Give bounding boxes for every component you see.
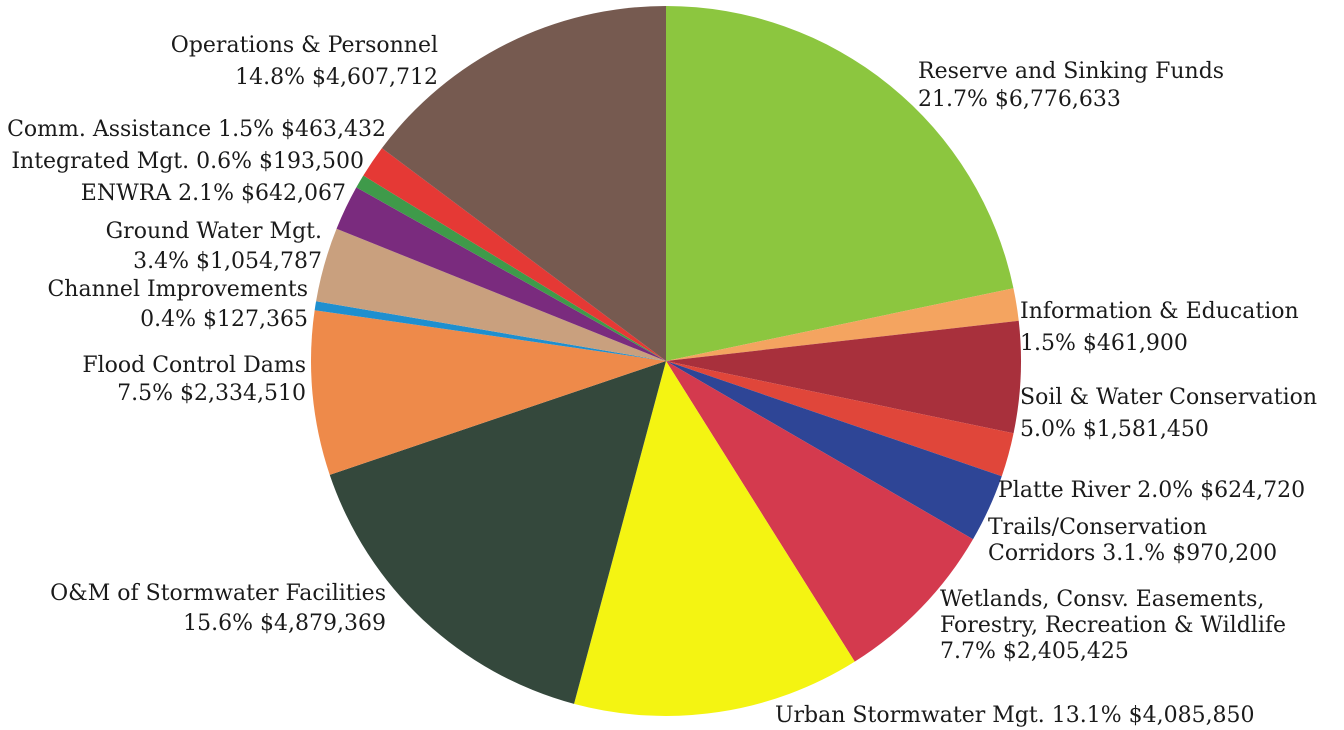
- label-reserve-line1: Reserve and Sinking Funds: [918, 59, 1224, 84]
- label-ground-line2: 3.4% $1,054,787: [133, 249, 322, 274]
- pie-slice-wetlands-consv-easements-forestry-recreation-wildlife: [666, 361, 974, 662]
- label-ops-line2: 14.8% $4,607,712: [235, 65, 438, 90]
- label-flood-line2: 7.5% $2,334,510: [117, 381, 306, 406]
- label-wetlands-line3: 7.7% $2,405,425: [940, 639, 1129, 664]
- pie-slice-integrated-mgt: [356, 175, 666, 361]
- pie-slices: [310, 6, 1022, 717]
- pie-slice-comm-assistance: [363, 148, 666, 361]
- pie-labels: Reserve and Sinking Funds 21.7% $6,776,6…: [7, 33, 1317, 728]
- label-comm: Comm. Assistance 1.5% $463,432: [7, 117, 386, 142]
- pie-slice-flood-control-dams: [310, 310, 666, 475]
- label-wetlands-line2: Forestry, Recreation & Wildlife: [940, 613, 1286, 638]
- pie-slice-information-education: [666, 288, 1019, 361]
- label-platte: Platte River 2.0% $624,720: [998, 478, 1305, 503]
- label-wetlands-line1: Wetlands, Consv. Easements,: [940, 587, 1264, 612]
- label-integrated: Integrated Mgt. 0.6% $193,500: [11, 149, 364, 174]
- pie-slice-channel-improvements: [314, 301, 666, 361]
- pie-slice-operations-personnel: [381, 6, 666, 361]
- label-urban: Urban Stormwater Mgt. 13.1% $4,085,850: [775, 703, 1255, 728]
- label-info-line1: Information & Education: [1020, 299, 1299, 324]
- label-flood-line1: Flood Control Dams: [82, 353, 306, 378]
- pie-slice-o-m-of-stormwater-facilities: [329, 361, 666, 704]
- pie-slice-trails-conservation-corridors: [666, 361, 1002, 540]
- label-enwra: ENWRA 2.1% $642,067: [81, 181, 346, 206]
- label-channel-line1: Channel Improvements: [47, 277, 308, 302]
- label-om-line1: O&M of Stormwater Facilities: [50, 581, 386, 606]
- pie-slice-soil-water-conservation: [666, 320, 1022, 434]
- label-soil-line1: Soil & Water Conservation: [1020, 385, 1317, 410]
- pie-slice-enwra: [336, 187, 666, 361]
- label-reserve-line2: 21.7% $6,776,633: [918, 87, 1121, 112]
- label-om-line2: 15.6% $4,879,369: [183, 611, 386, 636]
- label-info-line2: 1.5% $461,900: [1020, 331, 1188, 356]
- pie-slice-reserve-and-sinking-funds: [666, 6, 1014, 361]
- label-trails-line1: Trails/Conservation: [988, 515, 1207, 540]
- label-trails-line2: Corridors 3.1.% $970,200: [988, 541, 1277, 566]
- label-soil-line2: 5.0% $1,581,450: [1020, 417, 1209, 442]
- pie-slice-ground-water-mgt: [316, 228, 666, 361]
- label-ground-line1: Ground Water Mgt.: [106, 219, 322, 244]
- label-channel-line2: 0.4% $127,365: [140, 307, 308, 332]
- label-ops-line1: Operations & Personnel: [171, 33, 438, 58]
- pie-slice-platte-river: [666, 361, 1014, 477]
- pie-slice-urban-stormwater-mgt: [574, 361, 855, 717]
